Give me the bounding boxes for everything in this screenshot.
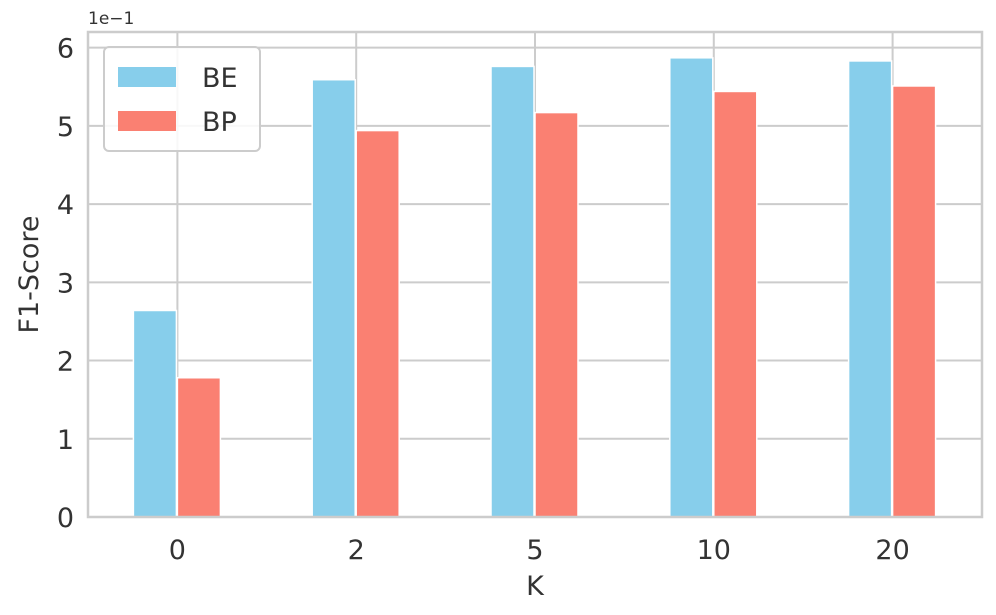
x-tick-label: 0: [169, 535, 186, 566]
legend-swatch-be: [118, 67, 176, 87]
legend-swatch-bp: [118, 111, 176, 131]
y-tick-label: 5: [57, 112, 74, 143]
bar-bp-20: [891, 85, 937, 518]
tick-labels: 0 1 2 3 4 5 6 0 2 5 10 20: [57, 34, 910, 566]
y-tick-label: 2: [57, 347, 74, 378]
x-tick-label: 2: [348, 535, 365, 566]
x-axis-label: K: [526, 571, 545, 602]
y-tick-label: 4: [57, 190, 74, 221]
legend: BE BP: [103, 46, 261, 152]
bar-be-20: [847, 60, 893, 518]
bars: [132, 57, 937, 518]
bar-bp-2: [355, 129, 400, 518]
y-tick-label: 3: [57, 268, 74, 299]
x-tick-label: 5: [526, 535, 543, 566]
bar-bp-10: [713, 90, 758, 518]
y-tick-label: 6: [57, 34, 74, 65]
y-axis-label: F1-Score: [14, 215, 45, 333]
bar-be-0: [132, 309, 178, 518]
y-tick-label: 1: [57, 425, 74, 456]
x-tick-label: 20: [875, 535, 909, 566]
bar-bp-5: [534, 111, 579, 518]
y-offset-label: 1e−1: [88, 9, 134, 29]
x-tick-label: 10: [697, 535, 731, 566]
legend-label-bp: BP: [202, 107, 237, 138]
bar-bp-0: [176, 377, 222, 518]
y-tick-label: 0: [57, 503, 74, 534]
bar-be-5: [490, 65, 535, 518]
legend-label-be: BE: [202, 63, 238, 94]
bar-be-10: [669, 57, 714, 518]
bar-be-2: [311, 78, 356, 518]
plot-frame: [86, 30, 984, 519]
